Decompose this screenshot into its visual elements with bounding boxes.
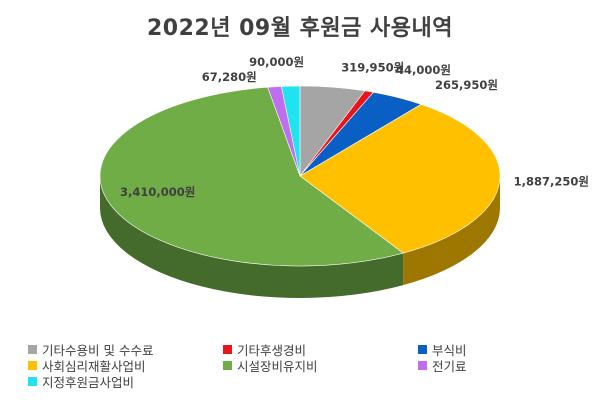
legend-swatch	[418, 345, 427, 354]
data-label-3: 265,950원	[435, 78, 498, 92]
legend-item-2: 기타후생경비	[223, 340, 306, 359]
data-label-4: 1,887,250원	[514, 174, 589, 188]
legend-item-1: 기타수용비 및 수수료	[28, 340, 153, 359]
data-label-2: 44,000원	[396, 63, 451, 77]
pie-slice-4	[299, 104, 501, 254]
legend-swatch	[28, 377, 37, 386]
legend-swatch	[418, 361, 427, 370]
legend-label: 사회심리재활사업비	[42, 359, 146, 374]
legend-swatch	[223, 361, 232, 370]
legend-label: 부식비	[432, 343, 467, 358]
pie-side-4	[403, 176, 500, 286]
legend-item-4: 사회심리재활사업비	[28, 356, 146, 375]
pie-side-5	[100, 176, 404, 299]
legend-swatch	[223, 345, 232, 354]
chart-title: 2022년 09월 후원금 사용내역	[147, 16, 453, 41]
data-label-5: 3,410,000원	[120, 185, 195, 199]
legend-label: 시설장비유지비	[237, 359, 318, 374]
legend-label: 기타수용비 및 수수료	[42, 343, 154, 358]
legend-label: 지정후원금사업비	[42, 375, 135, 390]
data-label-6: 67,280원	[202, 70, 257, 84]
legend-item-7: 지정후원금사업비	[28, 372, 134, 391]
legend-label: 기타후생경비	[237, 343, 307, 358]
data-label-7: 90,000원	[249, 55, 304, 69]
legend-swatch	[28, 345, 37, 354]
pie-slice-7	[281, 85, 301, 177]
legend-label: 전기료	[432, 359, 467, 374]
legend-item-6: 전기료	[418, 356, 467, 375]
data-label-1: 319,950원	[341, 60, 404, 74]
legend-item-3: 부식비	[418, 340, 467, 359]
legend-swatch	[28, 361, 37, 370]
legend-item-5: 시설장비유지비	[223, 356, 318, 375]
pie-slice-5	[99, 86, 404, 267]
